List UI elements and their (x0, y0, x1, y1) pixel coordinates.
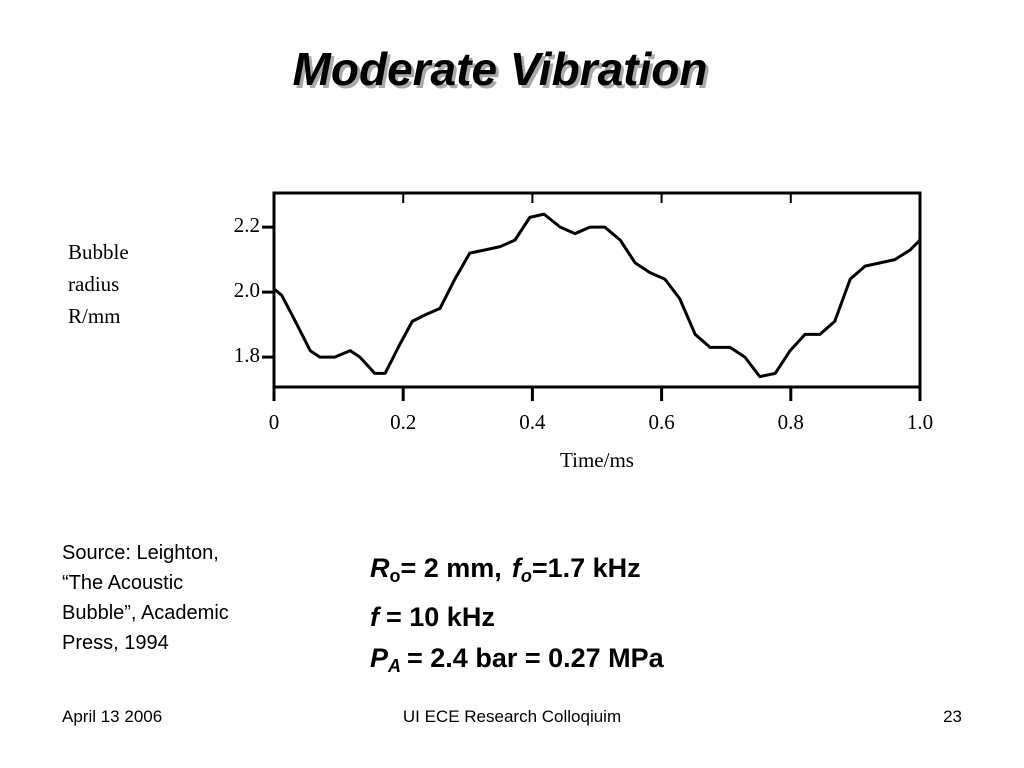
symbol: f (370, 602, 379, 632)
parameters: Ro= 2 mm, fo=1.7 kHz f = 10 kHz PA = 2.4 ba… (370, 548, 664, 687)
x-tick-label: 0 (269, 410, 280, 434)
param-text: = 10 kHz (386, 602, 495, 632)
x-tick-label: 0.6 (648, 410, 674, 434)
plot-frame (272, 191, 922, 389)
param-text: = 2.4 bar = 0.27 MPa (407, 643, 664, 673)
y-axis-label: R/mm (68, 304, 121, 328)
slide-title: Moderate Vibration (292, 43, 708, 95)
param-line: f = 10 kHz (370, 597, 664, 638)
y-axis-label: radius (68, 272, 119, 296)
param-text: =1.7 kHz (531, 553, 641, 583)
source-line: Source: Leighton, (62, 542, 219, 564)
subscript: o (389, 566, 401, 586)
source-line: “The Acoustic (62, 572, 184, 594)
symbol: P (370, 643, 389, 673)
param-line: Ro= 2 mm, fo=1.7 kHz (370, 548, 664, 597)
y-axis-label: Bubble (68, 240, 129, 264)
x-tick-label: 0.2 (390, 410, 416, 434)
x-tick-label: 0.8 (778, 410, 804, 434)
footer-event: UI ECE Research Colloqiuim (402, 707, 622, 726)
x-tick-label: 0.4 (519, 410, 546, 434)
y-tick-label: 2.0 (234, 278, 260, 302)
symbol: R (370, 553, 390, 583)
source-line: Press, 1994 (62, 632, 169, 654)
x-tick-label: 1.0 (907, 410, 933, 434)
subscript: A (388, 656, 402, 676)
y-tick-label: 1.8 (234, 343, 260, 367)
source-note: Source: Leighton, “The Acoustic Bubble”,… (62, 538, 229, 658)
subscript: o (520, 566, 532, 586)
footer-date: April 13 2006 (62, 707, 163, 726)
chart: Bubble radius R/mm Time/ms 0 0.2 0.4 0.6 0.8… (68, 191, 933, 472)
symbol: f (511, 553, 521, 583)
source-line: Bubble”, Academic (62, 602, 229, 624)
data-line (273, 212, 922, 379)
y-tick-label: 2.2 (234, 213, 260, 237)
page-number: 23 (943, 707, 962, 726)
param-line: PA = 2.4 bar = 0.27 MPa (370, 638, 664, 687)
x-axis-label: Time/ms (560, 448, 634, 472)
param-text: = 2 mm, (400, 553, 502, 583)
